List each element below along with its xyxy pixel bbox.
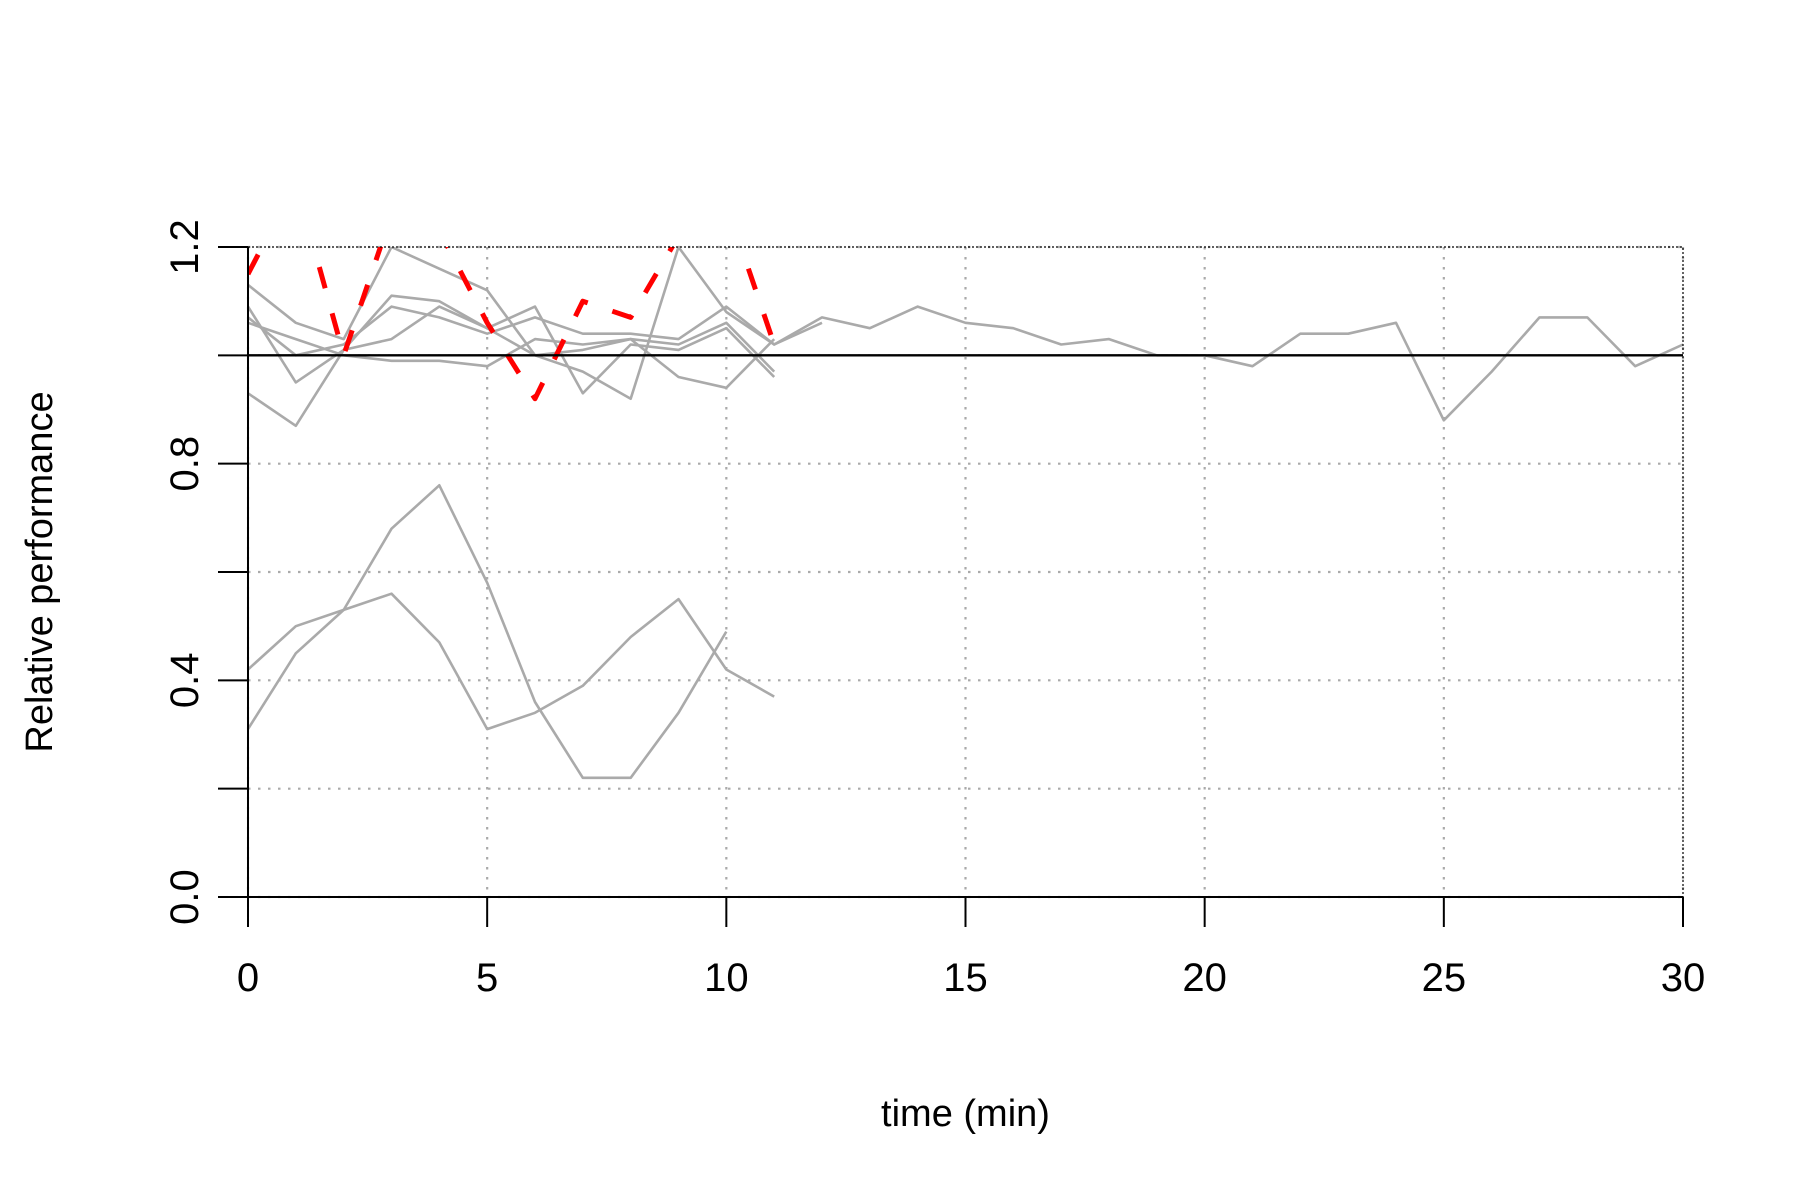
y-axis-label: Relative performance	[19, 391, 61, 752]
series-line-7	[248, 483, 728, 780]
x-tick-label: 25	[1422, 956, 1467, 1000]
grid	[246, 245, 1685, 899]
axes: 0 5 10 15 20 25 30 0.0 0.4 0.8 1.2	[163, 219, 1705, 1000]
y-tick-label: 1.2	[163, 219, 207, 275]
series-line-6	[248, 592, 775, 731]
x-tick-label: 10	[704, 956, 749, 1000]
highlight-series-line	[248, 247, 777, 402]
series-line-4	[248, 305, 776, 428]
x-tick-label: 30	[1661, 956, 1706, 1000]
x-tick-label: 0	[237, 956, 259, 1000]
series-line-5	[248, 321, 776, 373]
y-tick-label: 0.4	[163, 653, 207, 709]
y-tick-label: 0.0	[163, 869, 207, 925]
series-line-1	[248, 305, 1683, 422]
y-tick-label: 0.8	[163, 436, 207, 492]
x-axis-label: time (min)	[881, 1093, 1050, 1135]
x-tick-label: 20	[1182, 956, 1227, 1000]
x-tick-label: 5	[476, 956, 498, 1000]
x-tick-label: 15	[943, 956, 988, 1000]
